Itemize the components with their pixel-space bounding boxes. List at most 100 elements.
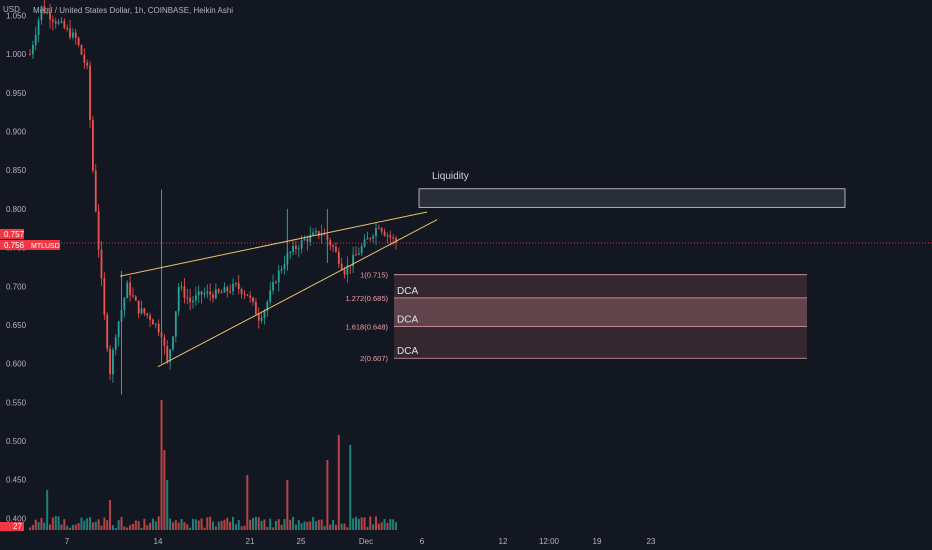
candle-body: [69, 28, 71, 38]
volume-bar: [89, 517, 92, 530]
volume-bar: [83, 520, 86, 530]
candle-body: [306, 238, 309, 242]
candle-body: [377, 227, 380, 229]
dca-label: DCA: [397, 346, 418, 357]
volume-bar: [352, 518, 355, 530]
candle-body: [77, 37, 80, 46]
candle-body: [300, 240, 303, 249]
candle-body: [129, 282, 131, 296]
candle-body: [92, 119, 94, 171]
candle-body: [343, 269, 346, 275]
price-tick-label: 1.050: [6, 11, 27, 20]
wedge-upper-line: [119, 211, 428, 277]
price-tick-label: 1.000: [6, 50, 27, 59]
time-tick-label: 12:00: [539, 537, 560, 546]
volume-bar: [366, 526, 369, 530]
price-tick-label: 0.950: [6, 89, 27, 98]
price-tick-label: 0.600: [6, 360, 27, 369]
fib-level-label: 1(0.715): [360, 271, 388, 280]
candle-body: [317, 231, 320, 236]
volume-bar: [51, 517, 54, 530]
candle-body: [177, 286, 180, 312]
candles: [29, 0, 397, 395]
volume-bar: [191, 518, 194, 530]
volume-bar: [374, 516, 377, 530]
candle-body: [237, 283, 240, 289]
candle-body: [149, 315, 151, 320]
candle-body: [54, 21, 57, 24]
volume-bar: [91, 522, 94, 530]
symbol-label: MTLUSD: [31, 243, 60, 250]
price-tick-label: 0.850: [6, 166, 27, 175]
volume-bar: [194, 519, 197, 530]
volume-bar: [357, 519, 360, 530]
candle-body: [143, 308, 146, 314]
candle-body: [229, 291, 232, 293]
volume-bar: [37, 522, 40, 530]
volume-bar: [346, 527, 349, 530]
volume-bar: [143, 518, 146, 530]
volume-bar: [183, 522, 186, 530]
volume-bar: [180, 518, 183, 530]
volume-bar: [292, 516, 295, 530]
candle-body: [166, 345, 169, 362]
volume-bar: [249, 519, 252, 530]
volume-bar: [289, 519, 292, 530]
candle-body: [214, 289, 217, 299]
candle-body: [200, 291, 203, 295]
volume-bar: [137, 521, 140, 530]
candle-body: [383, 231, 386, 236]
candle-body: [37, 20, 40, 35]
volume-bar: [120, 517, 123, 530]
price-tick-label: 0.400: [6, 514, 27, 523]
candle-body: [137, 300, 140, 314]
volume-bar: [34, 519, 37, 530]
candle-body: [263, 310, 266, 318]
fib-level-label: 2(0.607): [360, 354, 388, 363]
price-tick-label: 0.650: [6, 321, 27, 330]
candle-body: [57, 21, 60, 24]
candle-body: [40, 6, 43, 21]
volume-bar: [151, 518, 154, 530]
time-tick-label: 7: [65, 537, 70, 546]
volume-bar: [186, 524, 189, 530]
candle-body: [392, 237, 395, 239]
volume-bar: [329, 524, 332, 530]
volume-bar: [363, 517, 366, 530]
volume-bar: [246, 475, 249, 530]
candle-body: [209, 291, 212, 295]
volume-bar: [243, 525, 246, 530]
candle-body: [372, 236, 375, 239]
volume-bar: [332, 519, 335, 530]
time-tick-label: 12: [499, 537, 508, 546]
volume-bar: [103, 517, 106, 530]
volume-bar: [140, 527, 143, 530]
candle-body: [140, 308, 143, 314]
volume-bar: [277, 519, 280, 530]
candle-body: [380, 228, 383, 232]
candle-body: [323, 233, 326, 235]
candle-body: [260, 317, 263, 321]
volume-bar: [60, 524, 63, 530]
candle-body: [312, 232, 314, 235]
volume-bar: [200, 518, 203, 530]
candle-body: [106, 314, 109, 349]
currency-label: USD: [3, 5, 20, 14]
volume-bar: [389, 518, 392, 530]
candle-body: [340, 263, 343, 270]
volume-bar: [97, 519, 100, 530]
volume-bar: [134, 520, 137, 530]
candle-body: [194, 295, 197, 301]
volume-bar: [217, 521, 220, 530]
candle-body: [134, 296, 137, 301]
price-axis: 1.0501.0000.9500.9000.8500.8000.7500.700…: [6, 11, 27, 523]
volume-bar: [49, 524, 52, 530]
last-price-tag: [0, 228, 24, 239]
candle-body: [366, 238, 369, 240]
candle-body: [269, 290, 272, 302]
candle-body: [329, 240, 332, 246]
volume-bar: [232, 516, 235, 530]
volume-bar: [86, 518, 89, 530]
price-tick-label: 0.800: [6, 205, 27, 214]
